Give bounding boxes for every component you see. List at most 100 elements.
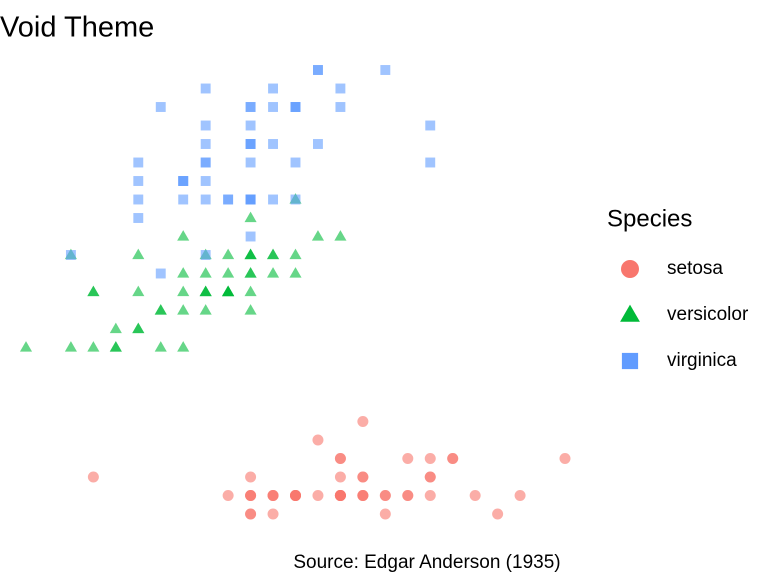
point	[447, 453, 459, 464]
point	[424, 453, 436, 464]
point	[87, 471, 99, 483]
point	[244, 211, 257, 223]
point	[222, 267, 235, 278]
point	[199, 267, 212, 278]
point	[312, 434, 324, 446]
point	[87, 341, 100, 352]
point	[335, 102, 346, 112]
point	[19, 341, 33, 352]
point	[222, 490, 234, 501]
legend-key	[621, 260, 639, 278]
point	[266, 267, 280, 278]
point	[200, 250, 211, 260]
point	[492, 508, 504, 520]
point	[178, 176, 189, 186]
point	[133, 194, 144, 205]
point	[311, 230, 325, 241]
point	[200, 120, 211, 131]
caption: Source: Edgar Anderson (1935)	[293, 552, 560, 573]
point	[268, 102, 278, 112]
point	[245, 120, 256, 131]
point	[133, 176, 144, 186]
point	[268, 194, 278, 205]
point	[290, 194, 301, 205]
point	[245, 231, 256, 242]
point	[268, 139, 278, 149]
point	[245, 139, 256, 149]
point	[312, 490, 324, 501]
point	[290, 157, 301, 168]
point	[133, 157, 144, 168]
point	[244, 285, 257, 297]
point	[313, 65, 323, 75]
point	[357, 416, 369, 427]
point	[559, 453, 571, 464]
point	[379, 490, 391, 501]
point	[335, 83, 346, 94]
point	[155, 102, 166, 112]
point	[290, 490, 301, 501]
legend-key	[621, 352, 639, 370]
point	[87, 285, 100, 297]
point	[245, 194, 256, 205]
point	[199, 304, 212, 315]
point	[244, 267, 257, 278]
legend-title: Species	[607, 205, 692, 232]
chart-title: Void Theme	[0, 12, 154, 44]
point	[425, 157, 436, 168]
point	[334, 230, 347, 241]
point	[380, 65, 391, 75]
point	[245, 102, 256, 112]
point	[222, 248, 235, 260]
point	[245, 508, 257, 520]
point	[313, 139, 323, 149]
point	[200, 157, 211, 168]
point	[132, 248, 145, 260]
point	[469, 490, 481, 501]
point	[514, 490, 526, 501]
point	[266, 248, 280, 260]
point	[177, 267, 190, 278]
point	[199, 285, 212, 297]
point	[177, 285, 190, 297]
point	[200, 194, 211, 205]
legend-label: versicolor	[667, 304, 749, 325]
point	[402, 490, 414, 501]
point	[200, 176, 211, 186]
point	[289, 248, 302, 260]
point	[178, 194, 189, 205]
point	[424, 471, 436, 483]
point	[357, 490, 369, 501]
point	[267, 490, 279, 501]
point	[64, 341, 77, 352]
point	[424, 490, 436, 501]
point	[109, 341, 122, 352]
point	[133, 213, 144, 223]
point	[177, 304, 190, 315]
point	[289, 267, 302, 278]
point	[290, 102, 301, 112]
point	[177, 341, 190, 352]
point	[244, 304, 257, 315]
point	[65, 250, 76, 260]
point	[245, 490, 257, 501]
legend-key	[620, 304, 640, 322]
point	[177, 230, 190, 241]
point	[244, 248, 257, 260]
legend-label: virginica	[667, 350, 737, 371]
legend-label: setosa	[667, 258, 723, 279]
point	[154, 304, 167, 315]
point	[222, 285, 235, 297]
point	[200, 139, 211, 149]
point	[357, 471, 369, 483]
point	[245, 471, 257, 483]
point	[425, 120, 436, 131]
point	[267, 508, 279, 520]
point	[402, 453, 414, 464]
point	[155, 268, 166, 279]
point	[223, 194, 234, 205]
point	[334, 490, 346, 501]
point	[245, 157, 256, 168]
point	[132, 285, 145, 297]
